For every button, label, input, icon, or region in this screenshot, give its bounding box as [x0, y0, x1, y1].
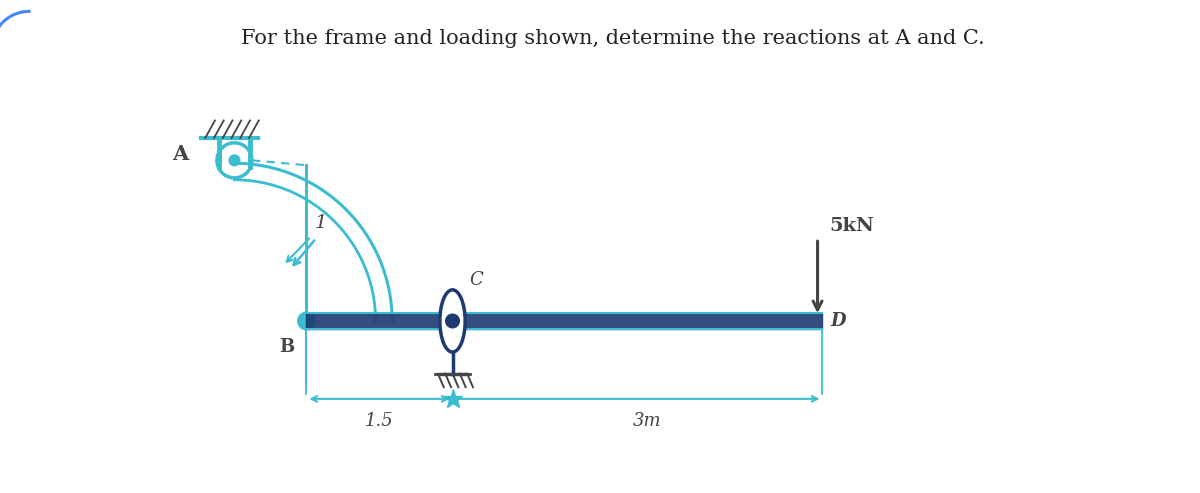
Circle shape [217, 143, 252, 178]
Circle shape [445, 314, 460, 328]
Ellipse shape [440, 290, 466, 352]
Text: For the frame and loading shown, determine the reactions at A and C.: For the frame and loading shown, determi… [241, 29, 985, 48]
Text: 1.5: 1.5 [365, 412, 394, 430]
Text: D: D [830, 312, 846, 330]
Text: B: B [280, 338, 294, 356]
Circle shape [298, 312, 316, 330]
Text: A: A [172, 144, 188, 164]
Text: 1: 1 [314, 214, 328, 233]
Text: 5kN: 5kN [829, 217, 874, 236]
Text: C: C [469, 271, 482, 289]
Text: 3m: 3m [632, 412, 661, 430]
Circle shape [229, 155, 240, 166]
